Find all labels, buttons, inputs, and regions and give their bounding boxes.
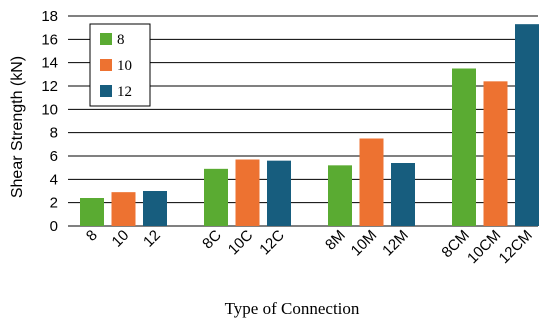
y-axis: 0 2 4 6 8 10 12 14 16 18 <box>41 8 58 235</box>
x-tick-label: 12M <box>379 227 412 260</box>
bar-12c <box>267 160 291 226</box>
legend-label: 8 <box>117 32 125 48</box>
bar-10m <box>359 138 384 226</box>
x-tick-label: 8M <box>322 227 349 254</box>
legend-swatch <box>100 85 112 97</box>
bar-12 <box>143 191 167 226</box>
legend-label: 12 <box>117 84 132 100</box>
legend-swatch <box>100 59 112 71</box>
bar-8cm <box>452 68 476 226</box>
bars <box>80 24 539 226</box>
x-tick-label: 12CM <box>496 227 536 267</box>
bar-10 <box>111 192 136 226</box>
x-tick-label: 10M <box>348 227 381 260</box>
bar-12m <box>391 163 415 226</box>
y-tick-label: 18 <box>41 8 58 25</box>
y-axis-label: Shear Strength (kN) <box>9 56 26 198</box>
y-tick-label: 6 <box>50 148 58 165</box>
bar-8c <box>204 168 228 226</box>
y-tick-label: 16 <box>41 31 58 48</box>
y-tick-label: 8 <box>50 125 58 142</box>
y-tick-label: 2 <box>50 195 58 212</box>
legend-swatch <box>100 33 112 45</box>
bar-12cm <box>515 24 539 226</box>
x-axis-label: Type of Connection <box>225 299 360 318</box>
x-tick-label: 8 <box>83 227 101 245</box>
y-tick-label: 12 <box>41 78 58 95</box>
y-tick-label: 0 <box>50 218 58 235</box>
legend-label: 10 <box>117 58 132 74</box>
x-tick-label: 10CM <box>464 227 504 267</box>
x-tick-label: 12 <box>140 227 164 251</box>
x-tick-label: 12C <box>256 227 288 259</box>
x-tick-label: 10 <box>109 227 133 251</box>
y-tick-label: 14 <box>41 55 58 72</box>
x-tick-label: 10C <box>225 227 257 259</box>
legend: 8 10 12 <box>89 23 151 107</box>
y-tick-label: 10 <box>41 101 58 118</box>
x-tick-label: 8C <box>199 227 225 253</box>
bar-8m <box>328 165 352 226</box>
bar-10cm <box>483 81 508 226</box>
bar-10c <box>235 159 260 226</box>
bar-8 <box>80 198 104 226</box>
y-tick-label: 4 <box>50 171 58 188</box>
